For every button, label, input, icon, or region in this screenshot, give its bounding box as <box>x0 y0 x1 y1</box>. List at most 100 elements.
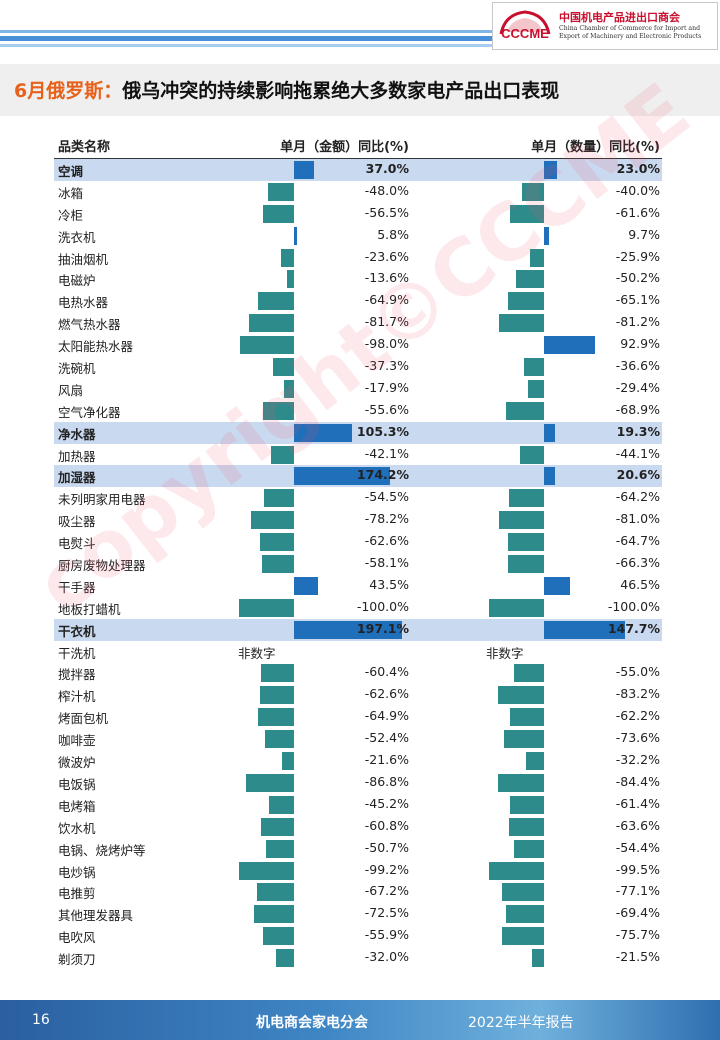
table-body: 空调 37.0% 23.0% 冰箱 -48.0% -40.0% 冷柜 -56.5% -61.6%… <box>54 159 662 969</box>
quantity-bar <box>527 379 544 398</box>
amount-value: -100.0% <box>356 598 409 614</box>
amount-value: -55.6% <box>364 401 409 417</box>
title-text: 俄乌冲突的持续影响拖累绝大多数家电产品出口表现 <box>122 80 560 102</box>
amount-value: -58.1% <box>364 555 409 571</box>
amount-bar <box>239 598 294 617</box>
amount-bar <box>263 927 294 946</box>
row-category: 加热器 <box>58 448 96 464</box>
table-row: 电吹风 -55.9% -75.7% <box>54 925 662 947</box>
amount-bar <box>259 533 294 552</box>
row-category: 净水器 <box>58 426 96 442</box>
quantity-value: -65.1% <box>615 292 660 308</box>
row-category: 电饭锅 <box>58 776 96 792</box>
row-category: 吸尘器 <box>58 514 96 530</box>
quantity-value: 92.9% <box>620 336 660 352</box>
amount-value: -62.6% <box>364 533 409 549</box>
table-row: 燃气热水器 -81.7% -81.2% <box>54 312 662 334</box>
table-row: 加热器 -42.1% -44.1% <box>54 444 662 466</box>
amount-value: -52.4% <box>364 730 409 746</box>
quantity-bar <box>508 533 544 552</box>
amount-bar <box>249 314 294 333</box>
amount-bar <box>294 161 315 179</box>
quantity-value: -36.6% <box>615 358 660 374</box>
table-row: 电烤箱 -45.2% -61.4% <box>54 794 662 816</box>
table-row: 风扇 -17.9% -29.4% <box>54 378 662 400</box>
row-category: 其他理发器具 <box>58 908 134 924</box>
table-row: 饮水机 -60.8% -63.6% <box>54 816 662 838</box>
amount-bar <box>262 204 294 223</box>
amount-value: -81.7% <box>364 314 409 330</box>
row-category: 微波炉 <box>58 755 96 771</box>
quantity-bar <box>510 204 544 223</box>
amount-value: 197.1% <box>356 620 409 636</box>
col-amount: 单月（金额）同比(%) <box>280 140 409 155</box>
quantity-bar <box>529 248 544 267</box>
row-category: 未列明家用电器 <box>58 492 146 508</box>
row-category: 饮水机 <box>58 820 96 836</box>
table-row: 干衣机 197.1% 147.7% <box>54 618 662 641</box>
row-category: 燃气热水器 <box>58 317 121 333</box>
quantity-value: -61.4% <box>615 795 660 811</box>
quantity-bar <box>523 358 544 377</box>
table-row: 其他理发器具 -72.5% -69.4% <box>54 903 662 925</box>
amount-value: 5.8% <box>377 226 409 242</box>
quantity-bar <box>497 773 544 792</box>
quantity-value: 46.5% <box>620 576 660 592</box>
quantity-bar <box>509 708 544 727</box>
table-row: 搅拌器 -60.4% -55.0% <box>54 662 662 684</box>
quantity-bar <box>544 226 550 245</box>
amount-bar <box>240 336 294 355</box>
page-title: 6月俄罗斯：俄乌冲突的持续影响拖累绝大多数家电产品出口表现 <box>14 76 559 103</box>
quantity-bar <box>544 576 570 595</box>
quantity-value: -55.0% <box>615 664 660 680</box>
table-row: 厨房废物处理器 -58.1% -66.3% <box>54 553 662 575</box>
table-row: 洗衣机 5.8% 9.7% <box>54 225 662 247</box>
row-category: 烤面包机 <box>58 711 109 727</box>
table-row: 剃须刀 -32.0% -21.5% <box>54 947 662 969</box>
row-category: 剃须刀 <box>58 952 96 968</box>
table-row: 电饭锅 -86.8% -84.4% <box>54 772 662 794</box>
quantity-bar <box>505 905 544 924</box>
page-number: 16 <box>32 1012 50 1028</box>
amount-bar <box>262 555 294 574</box>
amount-bar <box>294 576 318 595</box>
quantity-bar <box>489 861 544 880</box>
row-category: 电烤箱 <box>58 798 96 814</box>
quantity-bar <box>507 555 544 574</box>
amount-value: 37.0% <box>365 161 409 176</box>
quantity-bar <box>519 445 544 464</box>
table-row: 电熨斗 -62.6% -64.7% <box>54 531 662 553</box>
row-category: 洗碗机 <box>58 361 96 377</box>
table-row: 冰箱 -48.0% -40.0% <box>54 181 662 203</box>
logo-text: CCCME <box>501 26 549 41</box>
row-category: 加湿器 <box>58 470 96 486</box>
header-stripe-1 <box>0 30 495 33</box>
org-logo: CCCME 中国机电产品进出口商会 China Chamber of Comme… <box>492 2 718 50</box>
row-category: 电吹风 <box>58 930 96 946</box>
table-row: 咖啡壶 -52.4% -73.6% <box>54 728 662 750</box>
table-row: 地板打蜡机 -100.0% -100.0% <box>54 597 662 619</box>
col-quantity: 单月（数量）同比(%) <box>531 140 660 155</box>
export-table: 品类名称 单月（金额）同比(%) 单月（数量）同比(%) 空调 37.0% 23.0… <box>54 132 662 969</box>
row-category: 咖啡壶 <box>58 733 96 749</box>
amount-bar <box>260 664 294 683</box>
quantity-bar <box>544 423 555 442</box>
amount-bar <box>269 795 294 814</box>
quantity-value: -100.0% <box>607 598 660 614</box>
amount-bar <box>294 620 403 639</box>
quantity-value: -44.1% <box>615 445 660 461</box>
quantity-bar <box>498 686 544 705</box>
amount-bar <box>294 423 352 442</box>
quantity-value: 20.6% <box>616 467 660 483</box>
amount-value: -98.0% <box>364 336 409 352</box>
quantity-value: -61.6% <box>615 204 660 220</box>
amount-value: -62.6% <box>364 686 409 702</box>
table-header: 品类名称 单月（金额）同比(%) 单月（数量）同比(%) <box>54 132 662 159</box>
amount-bar <box>282 752 294 771</box>
quantity-bar <box>489 598 544 617</box>
quantity-value: -81.2% <box>615 314 660 330</box>
amount-bar <box>270 445 294 464</box>
table-row: 干手器 43.5% 46.5% <box>54 575 662 597</box>
table-row: 干洗机 非数字 非数字 <box>54 641 662 663</box>
quantity-value: -81.0% <box>615 511 660 527</box>
